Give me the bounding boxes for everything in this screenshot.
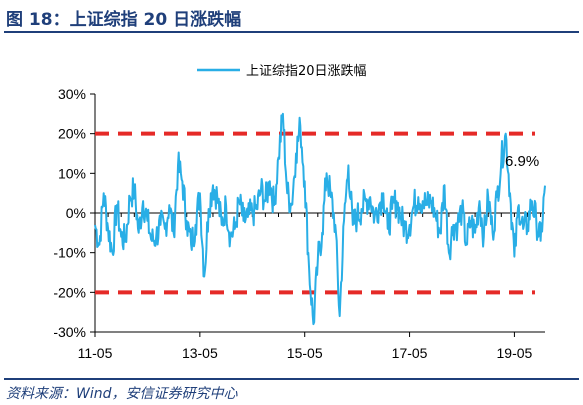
series-line — [94, 112, 546, 326]
x-tick-label: 17-05 — [392, 345, 428, 361]
top-rule — [4, 31, 579, 33]
bottom-rule — [4, 378, 579, 380]
source-note: 资料来源：Wind，安信证券研究中心 — [6, 386, 238, 402]
y-tick-label: 20% — [58, 126, 86, 142]
legend-label: 上证综指20日涨跌幅 — [246, 63, 367, 79]
legend: 上证综指20日涨跌幅 — [197, 63, 367, 79]
y-tick-label: -20% — [53, 284, 86, 300]
y-tick-label: -10% — [53, 245, 86, 261]
x-tick-label: 19-05 — [497, 345, 533, 361]
x-tick-label: 13-05 — [182, 345, 218, 361]
y-tick-label: -30% — [53, 324, 86, 340]
series — [94, 112, 546, 326]
y-tick-label: 30% — [58, 86, 86, 102]
y-tick-label: 0% — [66, 205, 86, 221]
end-value-label: 6.9% — [505, 153, 539, 170]
figure-title: 图 18：上证综指 20 日涨跌幅 — [6, 10, 242, 30]
x-tick-label: 11-05 — [78, 345, 113, 361]
y-tick-label: 10% — [58, 165, 86, 181]
x-tick-label: 15-05 — [287, 345, 323, 361]
tick-labels: 30% 20% 10% 0% -10% -20% -30% 11-05 13-05 15-05 17… — [53, 86, 532, 361]
